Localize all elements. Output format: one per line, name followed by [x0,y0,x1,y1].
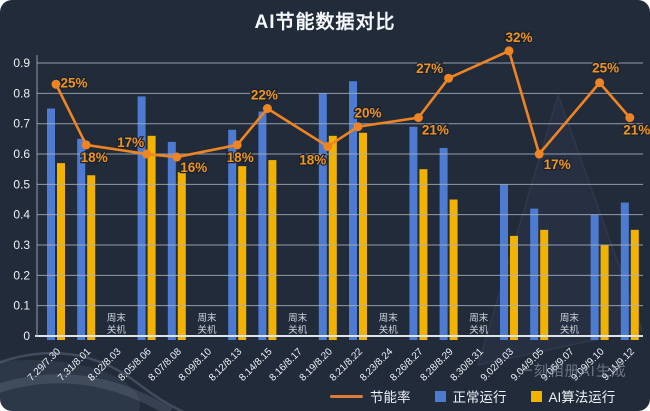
percent-label: 25% [60,75,87,90]
y-axis-tick-label: 0.3 [13,238,30,252]
line-point-marker[interactable] [232,140,242,150]
legend-item-energy-rate[interactable]: 节能率 [330,386,411,406]
bar-ai-run[interactable] [268,160,277,340]
weekend-shutdown-note: 周末 [379,312,399,324]
bar-normal-run[interactable] [409,126,418,341]
watermark-text: 一刻相册AI生成 [518,364,627,380]
bar-ai-run[interactable] [540,229,549,340]
line-point-marker[interactable] [504,46,514,56]
line-point-marker[interactable] [323,141,333,151]
chart-title: AI节能数据对比 [254,12,396,33]
bar-ai-run[interactable] [328,135,337,340]
bar-normal-run[interactable] [590,214,599,340]
y-axis-tick-label: 0.9 [13,56,30,70]
y-axis-tick-label: 0.4 [13,208,30,222]
line-point-marker[interactable] [534,149,544,159]
percent-label: 27% [416,61,443,76]
bar-normal-run[interactable] [349,81,357,340]
bar-normal-run[interactable] [167,141,176,340]
weekend-shutdown-note: 周末 [560,312,580,324]
percent-label: 18% [81,150,108,165]
bar-ai-run[interactable] [510,235,518,340]
percent-label: 21% [422,123,449,138]
bar-ai-run[interactable] [147,135,156,340]
line-swatch-icon [330,394,363,398]
percent-label: 21% [623,123,650,138]
bar-normal-run[interactable] [530,208,539,340]
line-point-marker[interactable] [625,113,635,123]
legend: 节能率 正常运行 AI算法运行 [330,386,615,406]
bar-normal-run[interactable] [47,108,55,341]
bar-ai-run[interactable] [87,175,96,340]
percent-label: 17% [544,157,571,172]
bar-normal-run[interactable] [439,147,448,340]
weekend-shutdown-note: 关机 [197,324,217,336]
weekend-shutdown-note: 关机 [379,324,399,336]
line-point-marker[interactable] [51,79,61,89]
legend-label: 正常运行 [452,390,507,405]
line-point-marker[interactable] [262,104,272,114]
bar-normal-run[interactable] [137,96,146,340]
bar-ai-run[interactable] [238,166,247,340]
percent-label: 18% [227,150,254,165]
line-point-marker[interactable] [353,122,363,132]
bar-normal-run[interactable] [620,202,629,340]
bar-ai-run[interactable] [419,169,428,340]
y-axis-tick-label: 0 [23,329,30,343]
percent-label: 20% [354,106,381,121]
percent-label: 17% [117,135,144,150]
y-axis-tick-label: 0.6 [13,147,30,161]
line-point-marker[interactable] [413,113,423,123]
line-point-marker[interactable] [444,73,454,83]
bar-normal-run[interactable] [228,129,237,340]
line-point-marker[interactable] [595,78,605,88]
percent-label: 25% [592,61,619,76]
weekend-shutdown-note: 关机 [288,324,308,336]
weekend-shutdown-note: 周末 [288,312,308,324]
line-point-marker[interactable] [142,149,152,159]
percent-label: 18% [299,152,326,167]
line-point-marker[interactable] [81,140,91,150]
y-axis-tick-label: 0.1 [13,299,30,313]
legend-label: AI算法运行 [548,390,616,405]
y-axis-tick-label: 0.7 [13,117,30,131]
y-axis-tick-label: 0.5 [13,177,30,191]
weekend-shutdown-note: 关机 [469,324,489,336]
weekend-shutdown-note: 周末 [197,312,217,324]
y-axis-tick-label: 0.8 [13,86,30,100]
weekend-shutdown-note: 关机 [560,324,580,336]
bar-ai-run[interactable] [600,245,609,340]
legend-item-ai-run[interactable]: AI算法运行 [530,386,616,406]
y-axis-tick-label: 0.2 [13,268,30,282]
bar-normal-run[interactable] [500,184,508,340]
blue-square-swatch-icon [434,390,446,402]
bar-ai-run[interactable] [630,229,639,340]
weekend-shutdown-note: 周末 [469,312,489,324]
line-point-marker[interactable] [172,152,182,162]
bar-ai-run[interactable] [359,132,367,340]
bar-normal-run[interactable] [258,111,267,340]
percent-label: 16% [180,160,207,175]
legend-item-normal-run[interactable]: 正常运行 [434,386,507,406]
percent-label: 32% [505,30,532,45]
energy-rate-line [54,49,631,159]
bar-ai-run[interactable] [177,172,186,340]
bar-normal-run[interactable] [318,93,327,340]
yellow-square-swatch-icon [530,390,542,402]
bar-normal-run[interactable] [77,138,86,340]
weekend-shutdown-note: 关机 [107,324,127,336]
bar-ai-run[interactable] [57,163,65,340]
bar-ai-run[interactable] [449,199,458,340]
weekend-shutdown-note: 周末 [107,312,127,324]
percent-label: 22% [251,88,278,103]
legend-label: 节能率 [370,390,411,405]
